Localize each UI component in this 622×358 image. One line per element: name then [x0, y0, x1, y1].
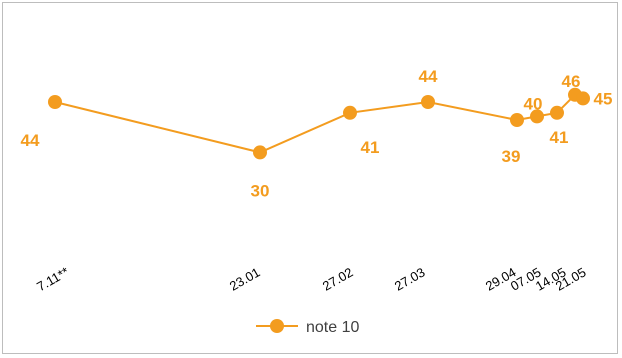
data-label: 30	[251, 181, 270, 200]
data-label: 39	[502, 147, 521, 166]
data-labels: 44 30 41 44 39 40 41 46 45	[21, 67, 613, 200]
series-line-note-10	[54, 93, 584, 154]
legend-label: note 10	[306, 319, 359, 336]
chart-frame	[2, 2, 618, 354]
data-label: 41	[361, 138, 380, 157]
x-tick-label: 7.11**	[34, 264, 71, 294]
series-layer	[48, 87, 590, 160]
data-point	[530, 109, 544, 124]
data-label: 45	[594, 89, 613, 108]
data-point	[576, 91, 590, 106]
data-label: 44	[21, 131, 40, 150]
data-point	[421, 95, 435, 109]
data-point	[510, 113, 524, 127]
x-tick-label: 27.03	[392, 264, 428, 293]
data-label: 40	[524, 94, 543, 113]
data-point	[550, 105, 564, 120]
legend-marker	[270, 319, 284, 333]
data-label: 46	[562, 72, 581, 91]
data-point	[48, 95, 62, 109]
x-tick-label: 27.02	[320, 264, 356, 293]
data-label: 44	[419, 67, 438, 86]
data-label: 41	[550, 128, 569, 147]
data-point	[253, 145, 267, 160]
data-point	[343, 105, 357, 120]
x-axis-ticks: 7.11** 23.01 27.02 27.03 29.0407.0514.0521.0…	[34, 264, 589, 294]
legend: note 10	[256, 319, 359, 336]
x-tick-label: 23.01	[227, 264, 263, 293]
